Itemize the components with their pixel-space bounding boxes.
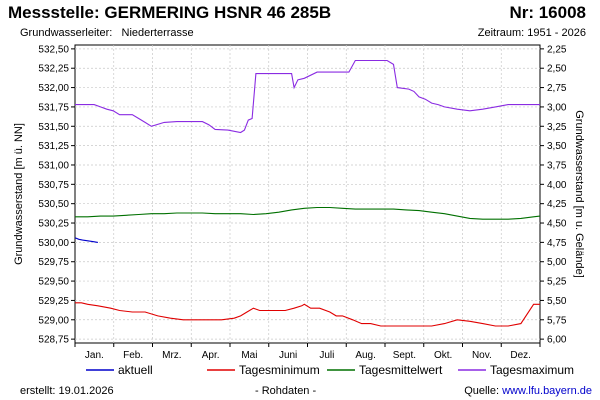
y-tick-label-right: 4,75	[547, 238, 567, 249]
y-tick-label-left: 531,50	[38, 122, 69, 133]
y-tick-label-right: 6,00	[547, 335, 567, 346]
y-tick-label-left: 530,25	[38, 219, 69, 230]
x-tick-label: Feb.	[123, 350, 143, 361]
x-tick-label: Sept.	[393, 350, 416, 361]
y-tick-label-left: 532,50	[38, 44, 69, 55]
y-tick-label-right: 5,75	[547, 315, 567, 326]
source: Quelle: www.lfu.bayern.de	[464, 385, 592, 397]
aquifer-info: Grundwasserleiter: Niederterrasse	[20, 27, 194, 39]
grid	[75, 45, 540, 343]
aquifer-label: Grundwasserleiter:	[20, 27, 113, 39]
y-tick-label-left: 530,00	[38, 238, 69, 249]
y-tick-label-left: 529,50	[38, 277, 69, 288]
x-tick-label: Apr.	[202, 350, 220, 361]
x-tick-label: Juli	[319, 350, 334, 361]
y-tick-label-right: 3,75	[547, 160, 567, 171]
y-axis-right-title: Grundwasserstand [m u. Gelände]	[573, 110, 585, 278]
y-tick-label-left: 531,25	[38, 141, 69, 152]
y-tick-label-right: 5,00	[547, 257, 567, 268]
x-tick-label: Jan.	[85, 350, 104, 361]
y-tick-label-left: 529,75	[38, 257, 69, 268]
y-axis-left-title: Grundwasserstand [m ü. NN]	[13, 123, 25, 265]
y-tick-label-right: 5,50	[547, 296, 567, 307]
created-date: erstellt: 19.01.2026	[20, 385, 114, 397]
y-tick-label-right: 3,00	[547, 102, 567, 113]
legend-label: Tagesmittelwert	[359, 363, 443, 377]
y-tick-label-left: 531,00	[38, 160, 69, 171]
aquifer-value: Niederterrasse	[121, 27, 194, 39]
x-tick-label: Aug.	[355, 350, 376, 361]
series-aktuell	[74, 237, 98, 243]
y-tick-label-left: 528,75	[38, 335, 69, 346]
y-tick-label-right: 4,00	[547, 180, 567, 191]
x-tick-label: Okt.	[434, 350, 452, 361]
y-tick-label-right: 4,25	[547, 199, 567, 210]
y-tick-label-right: 5,25	[547, 277, 567, 288]
y-tick-label-right: 2,75	[547, 83, 567, 94]
source-label: Quelle:	[464, 385, 500, 397]
y-tick-label-left: 529,00	[38, 315, 69, 326]
x-tick-label: Mai	[241, 350, 257, 361]
legend-label: Tagesminimum	[239, 363, 320, 377]
y-tick-label-right: 4,50	[547, 219, 567, 230]
x-tick-label: Nov.	[472, 350, 492, 361]
legend-label: Tagesmaximum	[490, 363, 574, 377]
series-tagesmaximum	[75, 59, 540, 134]
axes: 532,50 2,25 532,25 2,50 532,00 2,75 531,75 3,00…	[38, 44, 566, 361]
legend: aktuell Tagesminimum Tagesmittelwert Tagesm…	[86, 363, 574, 377]
y-tick-label-left: 531,75	[38, 102, 69, 113]
y-tick-label-right: 2,50	[547, 64, 567, 75]
series-tagesminimum	[75, 302, 540, 327]
source-link[interactable]: www.lfu.bayern.de	[502, 385, 592, 397]
x-tick-label: Dez.	[510, 350, 531, 361]
y-tick-label-right: 3,50	[547, 141, 567, 152]
y-tick-label-left: 530,50	[38, 199, 69, 210]
y-tick-label-left: 532,25	[38, 64, 69, 75]
y-tick-label-left: 532,00	[38, 83, 69, 94]
y-tick-label-left: 529,25	[38, 296, 69, 307]
y-tick-label-right: 2,25	[547, 44, 567, 55]
series-tagesmittelwert	[75, 206, 541, 220]
station-title: Messstelle: GERMERING HSNR 46 285B	[8, 3, 332, 22]
station-number: Nr: 16008	[509, 3, 586, 22]
legend-label: aktuell	[118, 363, 153, 377]
x-tick-label: Mrz.	[162, 350, 181, 361]
period-info: Zeitraum: 1951 - 2026	[477, 27, 586, 39]
y-tick-label-left: 530,75	[38, 180, 69, 191]
raw-data-note: - Rohdaten -	[255, 385, 317, 397]
x-tick-label: Juni	[279, 350, 297, 361]
series-layer	[74, 59, 541, 327]
y-tick-label-right: 3,25	[547, 122, 567, 133]
